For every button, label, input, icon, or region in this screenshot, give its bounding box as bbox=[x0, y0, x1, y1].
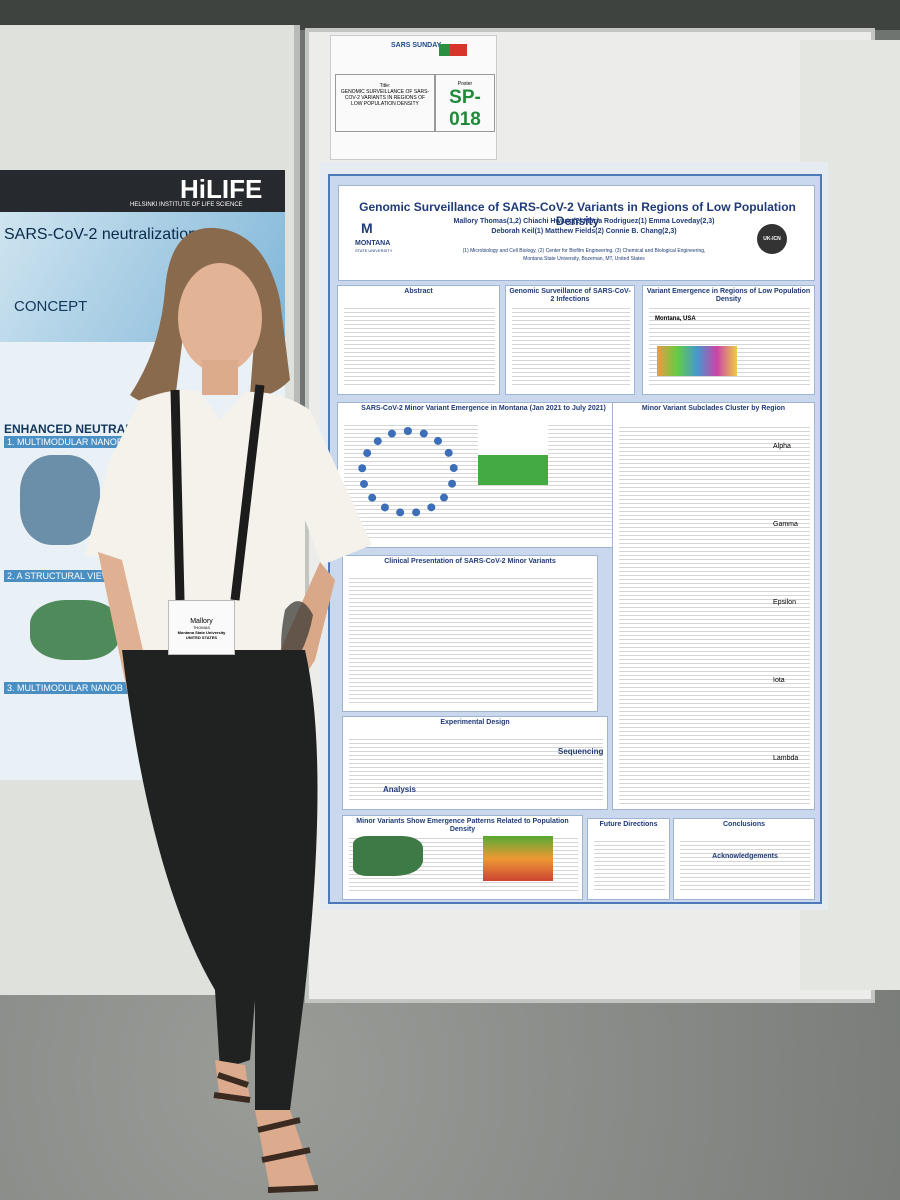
sign-flag bbox=[439, 44, 467, 56]
left-figure bbox=[20, 455, 100, 545]
left-section: 1. MULTIMODULAR NANOBO bbox=[4, 436, 144, 448]
clade-label: Epsilon bbox=[773, 599, 796, 606]
poster-section: Experimental Design Sequencing Analysis bbox=[342, 716, 608, 810]
sandals bbox=[213, 1072, 319, 1193]
clade-label: Lambda bbox=[773, 755, 799, 762]
sign-poster-label: Poster bbox=[457, 81, 473, 87]
badge-country: UNITED STATES bbox=[185, 635, 218, 640]
sign-event: SARS SUNDAY bbox=[391, 42, 442, 49]
section-body bbox=[619, 427, 810, 805]
left-poster-logo: HiLIFE bbox=[180, 174, 263, 204]
poster-section: Abstract bbox=[337, 285, 500, 395]
clade-label: Iota bbox=[773, 677, 785, 684]
section-heading: Conclusions bbox=[722, 821, 765, 828]
clade-label: Gamma bbox=[773, 521, 798, 528]
section-heading: Abstract bbox=[404, 288, 433, 295]
clade-label: Alpha bbox=[773, 443, 791, 450]
name-badge: Mallory THOMAS Montana State University … bbox=[168, 600, 235, 655]
design-label: Sequencing bbox=[558, 747, 604, 756]
shirt bbox=[85, 389, 372, 655]
us-map bbox=[353, 836, 423, 876]
left-section: 2. A STRUCTURAL VIEW bbox=[4, 570, 134, 582]
section-body bbox=[594, 841, 665, 893]
left-poster-title: SARS-CoV-2 neutralization bbox=[4, 226, 197, 243]
hair bbox=[130, 227, 290, 404]
poster-section: Genomic Surveillance of SARS-CoV-2 Infec… bbox=[505, 285, 635, 395]
main-poster: Genomic Surveillance of SARS-CoV-2 Varia… bbox=[320, 162, 828, 910]
section-body bbox=[349, 739, 603, 803]
section-heading: Minor Variant Subclades Cluster by Regio… bbox=[641, 405, 786, 412]
lanyard bbox=[170, 384, 265, 601]
face bbox=[178, 263, 262, 373]
section-heading: Variant Emergence in Regions of Low Popu… bbox=[646, 288, 811, 304]
sign-title-box: Title: GENOMIC SURVEILLANCE OF SARS-COV-… bbox=[335, 74, 435, 132]
pants bbox=[122, 650, 318, 1110]
poster-section: Variant Emergence in Regions of Low Popu… bbox=[642, 285, 815, 395]
session-sign: SARS SUNDAY Title: GENOMIC SURVEILLANCE … bbox=[330, 35, 497, 160]
poster-section: Future Directions bbox=[587, 818, 670, 900]
section-heading: Minor Variants Show Emergence Patterns R… bbox=[356, 818, 569, 834]
section-body bbox=[349, 578, 593, 705]
sign-poster-id: SP-018 bbox=[449, 87, 481, 130]
map-label: Montana, USA bbox=[655, 316, 696, 322]
left-poster-institute: HELSINKI INSTITUTE OF LIFE SCIENCE bbox=[130, 202, 243, 208]
section-subheading: Acknowledgements bbox=[712, 853, 778, 860]
bar-chart bbox=[478, 425, 548, 485]
center-logo: UK-ICN bbox=[757, 224, 787, 254]
section-body bbox=[680, 841, 810, 893]
badge-surname: THOMAS bbox=[192, 625, 211, 630]
poster-authors: Mallory Thomas(1,2) Chiachi Hwang(2) Mar… bbox=[453, 218, 715, 225]
poster-section: SARS-CoV-2 Minor Variant Emergence in Mo… bbox=[337, 402, 630, 548]
feet bbox=[215, 1060, 315, 1190]
university-name: STATE UNIVERSITY bbox=[355, 248, 393, 253]
left-figure bbox=[30, 600, 120, 660]
title-box: Genomic Surveillance of SARS-CoV-2 Varia… bbox=[338, 185, 815, 281]
design-label: Analysis bbox=[383, 785, 416, 794]
section-heading: Genomic Surveillance of SARS-CoV-2 Infec… bbox=[509, 288, 631, 304]
stacked-bars bbox=[483, 836, 553, 881]
poster-section: Minor Variants Show Emergence Patterns R… bbox=[342, 815, 583, 900]
badge-name: Mallory bbox=[190, 618, 213, 625]
left-section: 3. MULTIMODULAR NANOB bbox=[4, 682, 134, 694]
poster-authors: Deborah Keil(1) Matthew Fields(2) Connie… bbox=[491, 228, 677, 235]
poster-affiliations: Montana State University, Bozeman, MT, U… bbox=[523, 256, 645, 262]
left-section: CONCEPT bbox=[14, 298, 88, 315]
radial-tree bbox=[358, 427, 458, 517]
left-poster-header bbox=[0, 170, 285, 212]
university-logo: M bbox=[361, 220, 373, 236]
poster-section: Clinical Presentation of SARS-CoV-2 Mino… bbox=[342, 555, 598, 712]
section-heading: Experimental Design bbox=[440, 719, 510, 726]
poster-affiliations: (1) Microbiology and Cell Biology, (2) C… bbox=[462, 248, 706, 254]
floor bbox=[0, 990, 900, 1200]
section-body bbox=[512, 308, 630, 388]
sign-title-label: Title: bbox=[379, 83, 391, 89]
arm-left bbox=[98, 552, 205, 740]
badge-affiliation: Montana State University bbox=[177, 630, 226, 635]
section-heading: Future Directions bbox=[599, 821, 658, 828]
neck bbox=[202, 360, 238, 395]
sign-title: GENOMIC SURVEILLANCE OF SARS-COV-2 VARIA… bbox=[340, 89, 430, 107]
university-name: MONTANA bbox=[355, 240, 391, 247]
section-heading: Clinical Presentation of SARS-CoV-2 Mino… bbox=[384, 558, 556, 565]
poster-section: Conclusions Acknowledgements bbox=[673, 818, 815, 900]
stacked-chart bbox=[657, 346, 737, 376]
left-section: ENHANCED NEUTRAL bbox=[4, 422, 133, 436]
poster-title: Genomic Surveillance of SARS-CoV-2 Varia… bbox=[359, 200, 796, 228]
section-heading: SARS-CoV-2 Minor Variant Emergence in Mo… bbox=[361, 405, 606, 412]
section-body bbox=[344, 308, 495, 388]
sign-id-box: Poster SP-018 bbox=[435, 74, 495, 132]
poster-section: Minor Variant Subclades Cluster by Regio… bbox=[612, 402, 815, 810]
